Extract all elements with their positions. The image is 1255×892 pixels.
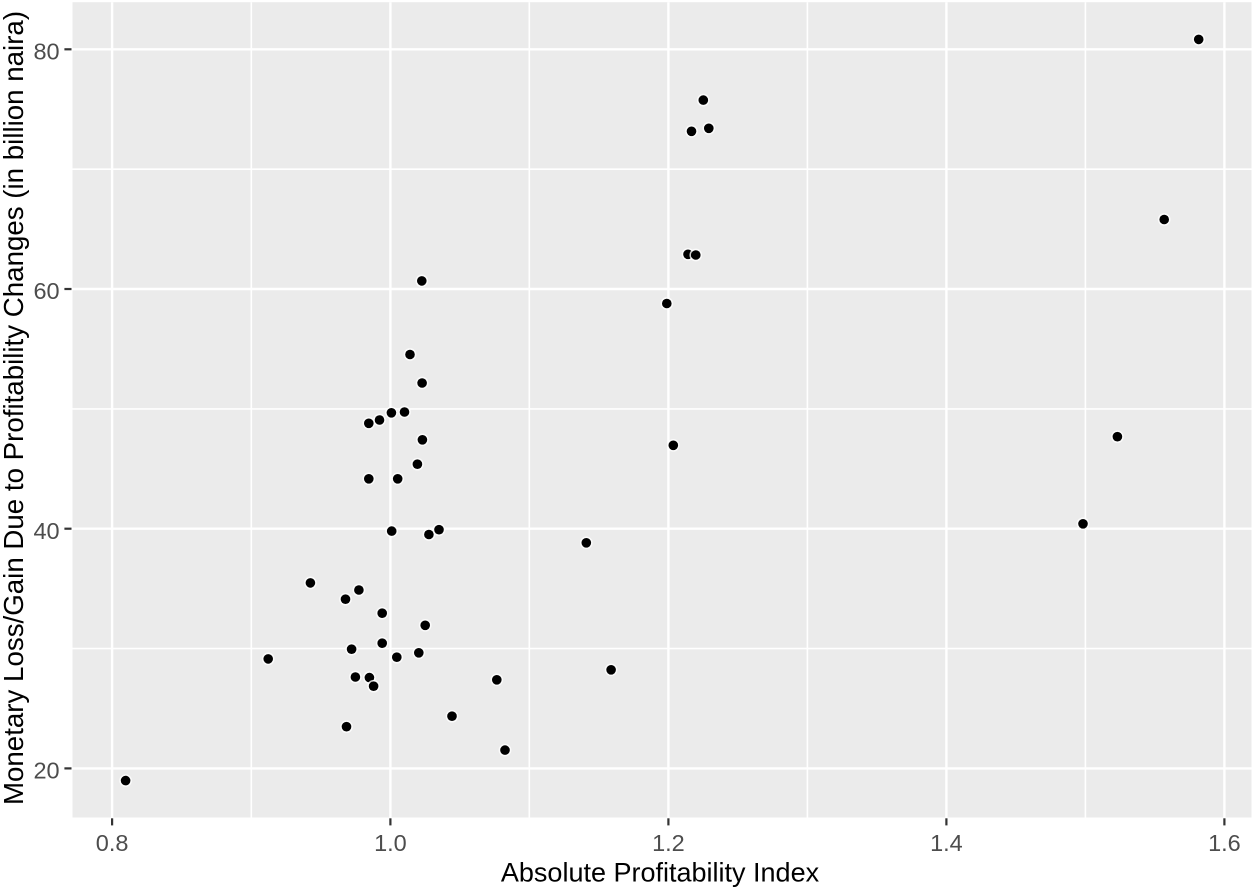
svg-text:1.4: 1.4 <box>930 830 963 856</box>
svg-text:1.0: 1.0 <box>374 830 407 856</box>
svg-text:20: 20 <box>33 758 59 784</box>
svg-text:40: 40 <box>33 518 59 544</box>
svg-text:80: 80 <box>33 39 59 65</box>
svg-text:1.6: 1.6 <box>1208 830 1241 856</box>
svg-text:1.2: 1.2 <box>652 830 685 856</box>
svg-text:Absolute Profitability Index: Absolute Profitability Index <box>501 857 820 887</box>
svg-text:Monetary Loss/Gain Due to Prof: Monetary Loss/Gain Due to Profitability … <box>0 11 29 805</box>
svg-text:60: 60 <box>33 278 59 304</box>
svg-text:0.8: 0.8 <box>96 830 129 856</box>
